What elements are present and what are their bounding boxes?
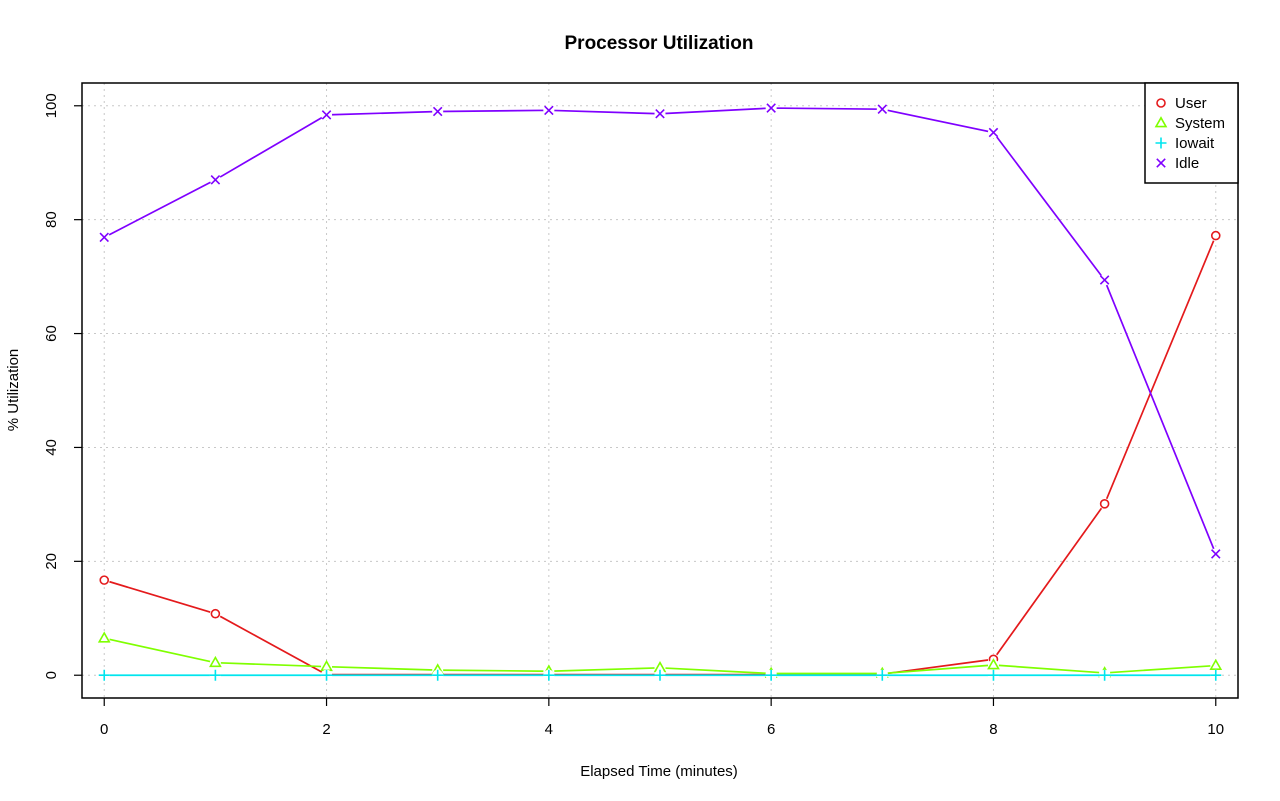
legend-item-idle: Idle	[1156, 155, 1199, 172]
data-point-system	[209, 655, 222, 668]
legend-label-user: User	[1175, 95, 1207, 112]
y-tick-label: 60	[43, 325, 60, 342]
data-point-system	[987, 658, 1000, 670]
data-point-user	[1210, 230, 1221, 241]
data-point-iowait	[209, 669, 221, 681]
data-point-idle	[210, 175, 221, 185]
data-point-iowait	[876, 669, 888, 681]
marker-gap	[987, 659, 999, 671]
data-point-idle	[1099, 275, 1110, 285]
data-point-iowait	[1210, 669, 1222, 681]
data-point-iowait	[987, 669, 999, 681]
y-axis-label: % Utilization	[5, 349, 22, 432]
y-tick-label: 80	[43, 211, 60, 228]
data-point-user	[1099, 499, 1110, 509]
marker-gap	[1210, 660, 1222, 672]
legend-label-idle: Idle	[1175, 155, 1199, 172]
legend: User System Iowait Idle	[1144, 82, 1239, 184]
data-point-idle	[99, 232, 109, 243]
series-idle	[98, 102, 1222, 560]
data-point-user	[99, 575, 110, 585]
x-axis: 0 2 4 6 8 10	[100, 697, 1224, 738]
data-point-idle	[544, 105, 554, 116]
plot-area	[81, 82, 1239, 699]
x-tick-label: 4	[545, 721, 553, 738]
legend-box	[1144, 82, 1239, 184]
data-point-iowait	[654, 669, 666, 681]
series-iowait	[98, 669, 1222, 681]
data-point-idle	[321, 110, 332, 120]
data-point-iowait	[543, 669, 555, 681]
legend-marker-iowait	[1155, 137, 1167, 149]
y-tick-label: 0	[43, 671, 60, 679]
marker-gap	[321, 661, 333, 673]
y-tick-label: 100	[43, 93, 60, 118]
data-point-idle	[655, 108, 665, 119]
data-point-idle	[1211, 549, 1221, 559]
data-point-iowait	[321, 669, 333, 681]
series-user	[98, 230, 1222, 681]
legend-item-system: System	[1154, 115, 1225, 132]
legend-item-user: User	[1156, 95, 1207, 112]
data-point-idle	[988, 127, 999, 138]
chart-title: Processor Utilization	[565, 33, 754, 54]
data-point-system	[97, 631, 111, 643]
data-point-iowait	[1099, 669, 1111, 681]
x-tick-label: 0	[100, 721, 108, 738]
data-point-system	[1209, 658, 1223, 670]
y-axis: 0 20 40 60 80 100	[43, 93, 82, 679]
x-axis-label: Elapsed Time (minutes)	[580, 763, 738, 780]
y-tick-label: 20	[43, 553, 60, 570]
legend-marker-idle	[1156, 158, 1166, 168]
legend-label-system: System	[1175, 115, 1225, 132]
data-point-iowait	[765, 669, 777, 681]
x-tick-label: 2	[322, 721, 330, 738]
series-layer	[97, 102, 1223, 681]
legend-marker-user	[1156, 98, 1166, 108]
data-point-idle	[432, 106, 443, 117]
x-tick-label: 6	[767, 721, 775, 738]
data-point-iowait	[98, 669, 110, 681]
data-point-idle	[766, 103, 776, 113]
legend-item-iowait: Iowait	[1155, 135, 1215, 152]
data-point-idle	[877, 104, 888, 114]
y-tick-label: 40	[43, 439, 60, 456]
data-point-user	[210, 608, 221, 619]
marker-gap	[209, 657, 221, 669]
legend-label-iowait: Iowait	[1175, 135, 1215, 152]
legend-marker-system	[1154, 116, 1168, 128]
series-line-user	[103, 235, 1217, 676]
data-point-iowait	[432, 669, 444, 681]
x-tick-label: 8	[989, 721, 997, 738]
series-line-idle	[103, 107, 1217, 555]
x-tick-label: 10	[1207, 721, 1224, 738]
marker-gap	[98, 632, 110, 644]
grid	[82, 83, 1238, 698]
